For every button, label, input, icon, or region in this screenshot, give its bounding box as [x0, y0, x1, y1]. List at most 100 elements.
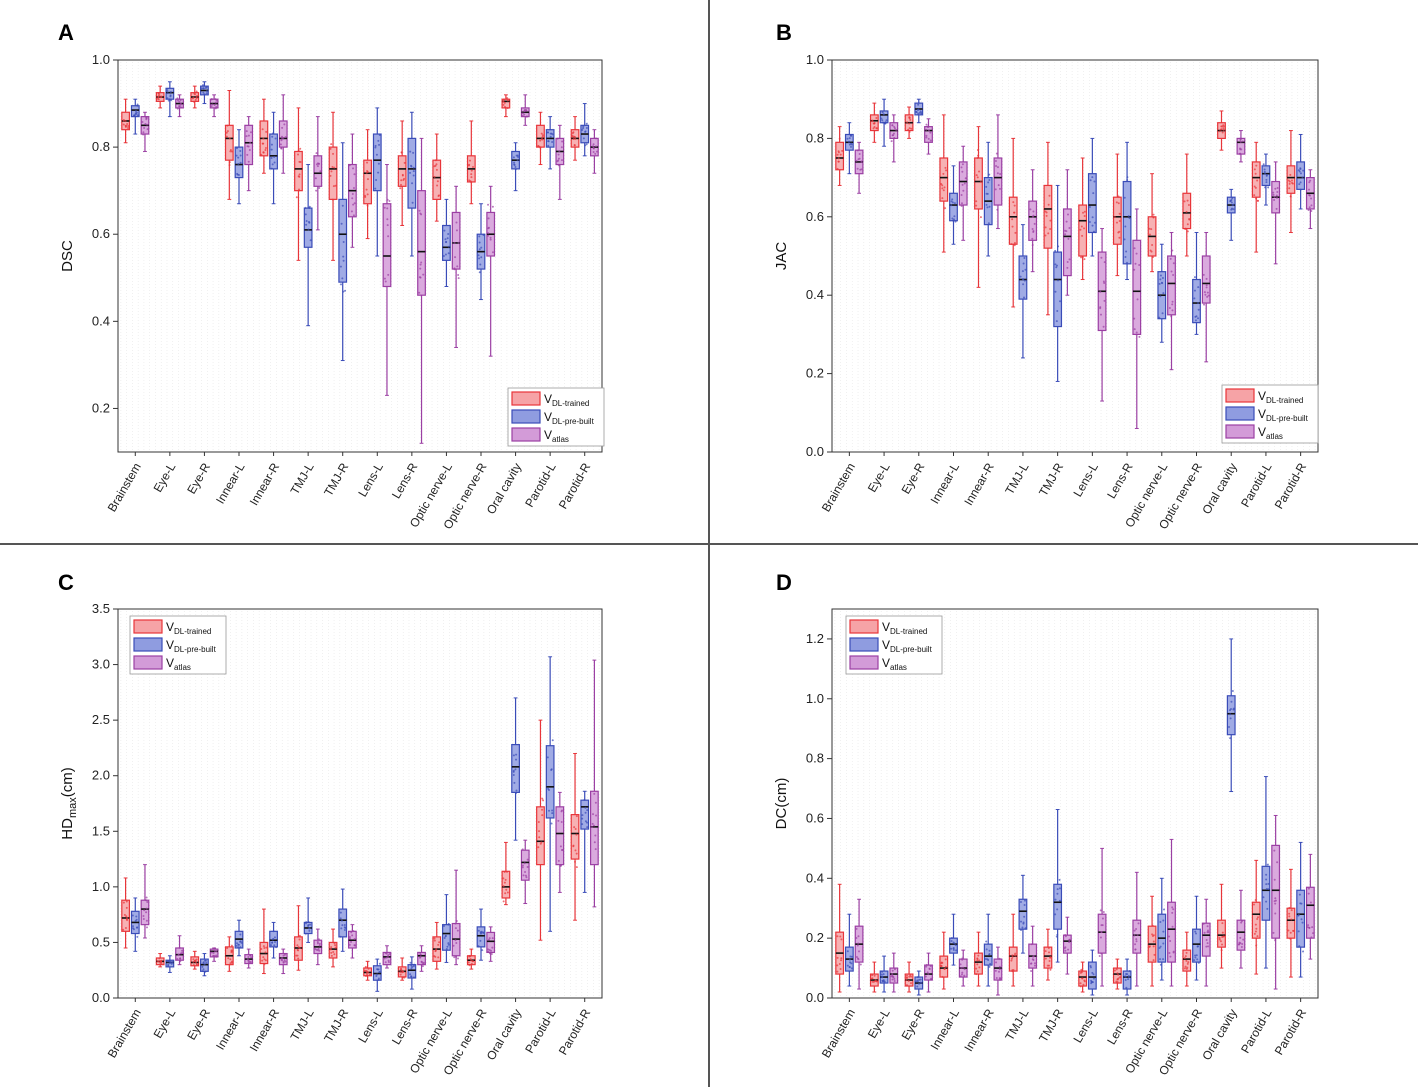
- sample-dot: [239, 933, 242, 936]
- sample-dot: [350, 210, 353, 213]
- sample-dot: [1138, 335, 1141, 338]
- sample-dot: [1048, 951, 1051, 954]
- sample-dot: [996, 166, 999, 169]
- sample-dot: [176, 107, 179, 110]
- sample-dot: [412, 965, 415, 968]
- legend-label-main: V: [1258, 425, 1266, 439]
- sample-dot: [1153, 953, 1156, 956]
- sample-dot: [375, 975, 378, 978]
- sample-dot: [1266, 907, 1269, 910]
- sample-dot: [471, 960, 474, 963]
- sample-dot: [248, 149, 251, 152]
- legend-label-sub: DL-pre-built: [1266, 414, 1309, 423]
- y-tick-label: 0.4: [806, 287, 824, 302]
- sample-dot: [1079, 971, 1082, 974]
- sample-dot: [860, 160, 863, 163]
- sample-dot: [1056, 933, 1059, 936]
- sample-dot: [927, 125, 930, 128]
- sample-dot: [308, 927, 311, 930]
- sample-dot: [1162, 942, 1165, 945]
- sample-dot: [124, 125, 127, 128]
- box-iqr: [939, 955, 949, 978]
- sample-dot: [297, 188, 300, 191]
- sample-dot: [191, 97, 194, 100]
- sample-dot: [996, 172, 999, 175]
- box-iqr: [1286, 165, 1296, 194]
- panel-d-dc-chart: 0.00.20.40.60.81.01.2DC(cm)Brainstem Eye-…: [773, 608, 1319, 1078]
- sample-dot: [1187, 961, 1190, 964]
- sample-dot: [308, 220, 311, 223]
- sample-dot: [1298, 945, 1301, 948]
- sample-dot: [166, 960, 169, 963]
- sample-dot: [1297, 913, 1300, 916]
- box-iqr: [889, 967, 899, 984]
- sample-dot: [422, 273, 425, 276]
- sample-dot: [547, 787, 550, 790]
- box-dl_prebuilt: [1192, 895, 1201, 981]
- box-iqr: [1053, 251, 1063, 328]
- sample-dot: [403, 161, 406, 164]
- sample-dot: [270, 157, 273, 160]
- sample-dot: [584, 806, 587, 809]
- sample-dot: [179, 952, 182, 955]
- sample-dot: [330, 143, 333, 146]
- sample-dot: [1290, 181, 1293, 184]
- sample-dot: [487, 950, 490, 953]
- y-tick-label: 1.0: [806, 691, 824, 706]
- sample-dot: [487, 234, 490, 237]
- sample-dot: [480, 256, 483, 259]
- sample-dot: [1219, 940, 1222, 943]
- sample-dot: [1183, 957, 1186, 960]
- legend-swatch-dl_trained: [133, 619, 163, 634]
- y-tick-label: 0.6: [806, 209, 824, 224]
- box-dl_trained: [121, 98, 131, 144]
- sample-dot: [1289, 173, 1292, 176]
- sample-dot: [916, 976, 919, 979]
- box-dl_prebuilt: [407, 111, 417, 257]
- y-tick-label: 1.0: [806, 52, 824, 67]
- sample-dot: [1102, 325, 1105, 328]
- box-atlas: [889, 952, 899, 993]
- legend-label-main: V: [544, 392, 552, 406]
- sample-dot: [893, 127, 896, 130]
- sample-dot: [537, 145, 540, 148]
- sample-dot: [925, 965, 928, 968]
- sample-dot: [1117, 973, 1120, 976]
- sample-dot: [378, 133, 381, 136]
- sample-dot: [841, 149, 844, 152]
- sample-dot: [1290, 918, 1293, 921]
- sample-dot: [1193, 276, 1196, 279]
- sample-dot: [202, 87, 205, 90]
- sample-dot: [513, 161, 516, 164]
- sample-dot: [247, 955, 250, 958]
- sample-dot: [1091, 224, 1094, 227]
- box-dl_prebuilt: [983, 913, 993, 987]
- sample-dot: [1023, 279, 1026, 282]
- sample-dot: [1091, 216, 1094, 219]
- box-iqr: [269, 133, 278, 170]
- sample-dot: [960, 166, 963, 169]
- sample-dot: [409, 171, 412, 174]
- sample-dot: [1168, 307, 1171, 310]
- sample-dot: [975, 174, 978, 177]
- sample-dot: [855, 159, 858, 162]
- sample-dot: [1125, 973, 1128, 976]
- sample-dot: [995, 961, 998, 964]
- sample-dot: [305, 223, 308, 226]
- sample-dot: [1240, 920, 1243, 923]
- sample-dot: [1158, 947, 1161, 950]
- sample-dot: [200, 87, 203, 90]
- box-dl_prebuilt: [407, 956, 417, 990]
- sample-dot: [1310, 197, 1313, 200]
- sample-dot: [340, 927, 343, 930]
- sample-dot: [871, 974, 874, 977]
- box-iqr: [234, 146, 244, 179]
- sample-dot: [319, 170, 322, 173]
- sample-dot: [1186, 199, 1189, 202]
- sample-dot: [978, 170, 981, 173]
- box-iqr: [442, 924, 451, 951]
- sample-dot: [998, 968, 1001, 971]
- sample-dot: [418, 291, 421, 294]
- sample-dot: [557, 153, 560, 156]
- sample-dot: [168, 960, 171, 963]
